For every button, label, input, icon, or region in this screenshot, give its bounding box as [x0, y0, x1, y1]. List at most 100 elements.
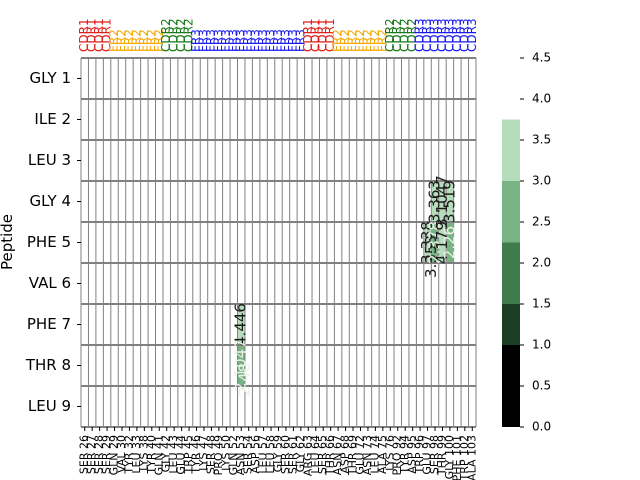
column-tick-label: THR 69: [346, 435, 359, 476]
column-tick-label: ASN 73: [361, 435, 374, 475]
heatmap-cell: [238, 345, 245, 386]
column-tick-label: ALA 75: [376, 435, 389, 474]
column-region-label: FR3: [241, 29, 255, 52]
cell-value-label: 3.338: [418, 221, 436, 264]
column-tick-label: TYR 40: [145, 435, 158, 475]
heatmap-cell: [238, 304, 245, 345]
colorbar-tick-label: 0.5: [532, 379, 551, 393]
column-tick-label: PRO 49: [212, 435, 225, 475]
row-tick-label: THR 8: [25, 356, 71, 374]
column-region-label: CDR2: [167, 18, 181, 52]
column-region-label: FR2: [107, 29, 121, 52]
column-region-label: FR2: [144, 29, 158, 52]
row-tick-label: LEU 3: [28, 151, 71, 169]
column-region-label: CDR1: [77, 18, 91, 52]
column-region-label: CDR3: [450, 18, 464, 52]
column-region-label: CDR1: [85, 18, 99, 52]
column-region-label: FR3: [256, 29, 270, 52]
plot-background: [81, 58, 476, 427]
column-tick-label: LEU 74: [368, 435, 381, 474]
column-tick-label: GLY 100: [443, 435, 456, 479]
column-tick-label: SER 28: [93, 435, 106, 474]
column-region-label: FR2: [137, 29, 151, 52]
row-tick-label: GLY 1: [30, 69, 71, 87]
y-axis-label: Peptide: [0, 214, 16, 270]
cell-value-label: 2.378: [426, 221, 444, 264]
column-tick-label: GLU 44: [175, 435, 188, 475]
column-tick-label: TRP 96: [413, 435, 426, 475]
column-tick-label: LEU 33: [130, 435, 143, 474]
column-tick-label: TYR 94: [398, 435, 411, 475]
column-tick-label: PRO 92: [391, 435, 404, 475]
cell-value-label: 4.179: [433, 221, 451, 264]
column-tick-label: LYS 38: [137, 435, 150, 471]
column-region-label: CDR3: [465, 18, 479, 52]
column-tick-label: ASP 56: [249, 435, 262, 474]
heatmap-cell: [431, 181, 439, 222]
column-tick-label: LEU 43: [167, 435, 180, 474]
colorbar-band: [502, 242, 520, 304]
cell-value-label: 3.363: [426, 180, 444, 223]
column-region-labels: CDR1CDR1CDR1CDR1FR2FR2FR2FR2FR2FR2FR2CDR…: [77, 18, 479, 52]
column-region-label: FR3: [293, 29, 307, 52]
column-tick-label: SER 48: [204, 435, 217, 474]
column-region-label: CDR1: [308, 18, 322, 52]
column-tick-label: LEU 64: [309, 435, 322, 474]
column-tick-label: TYR 46: [190, 435, 203, 475]
column-region-label: FR2: [129, 29, 143, 52]
column-tick-label: LYS 76: [383, 435, 396, 471]
colorbar-tick-label: 4.5: [532, 51, 551, 65]
column-tick-label: GLY 42: [160, 435, 173, 472]
column-tick-label: SER 27: [85, 435, 98, 474]
colorbar-band: [502, 304, 520, 345]
column-tick-label: SER 65: [316, 435, 329, 474]
column-region-label: FR2: [346, 29, 360, 52]
column-region-label: CDR2: [398, 18, 412, 52]
heatmap-cell: [439, 181, 446, 222]
column-tick-label: THR 99: [436, 435, 449, 476]
column-tick-label: PHE 101: [450, 435, 463, 480]
column-region-label: CDR2: [159, 18, 173, 52]
column-tick-label: LYS 47: [197, 435, 210, 471]
column-tick-label: SER 26: [78, 435, 91, 474]
column-tick-label: THR 66: [324, 435, 337, 476]
column-tick-label: SER 98: [428, 435, 441, 474]
cell-value-label: 2.26: [440, 226, 458, 259]
cell-value-label: 4.446: [232, 303, 250, 346]
colorbar-tick-label: 0.0: [532, 420, 551, 434]
column-tick-label: TYR 32: [122, 435, 135, 475]
column-tick-label: GLY 62: [294, 435, 307, 472]
row-tick-label: LEU 9: [28, 397, 71, 415]
column-region-label: FR3: [249, 29, 263, 52]
colorbar-tick-label: 4.0: [532, 92, 551, 106]
column-region-label: CDR3: [442, 18, 456, 52]
column-tick-label: GLU 97: [421, 435, 434, 475]
column-tick-label: GLU 72: [354, 435, 367, 475]
column-region-label: FR2: [375, 29, 389, 52]
colorbar-band: [502, 119, 520, 181]
column-tick-label: GLN 29: [108, 435, 121, 475]
column-region-label: FR3: [271, 29, 285, 52]
column-region-label: FR3: [279, 29, 293, 52]
column-tick-label: LYS 50: [219, 435, 232, 471]
column-region-label: CDR3: [428, 18, 442, 52]
column-tick-label: ALA 103: [465, 435, 478, 480]
column-tick-label: GLY 59: [272, 435, 285, 472]
cell-value-label: 2.48: [236, 363, 254, 396]
column-tick-label: SER 60: [279, 435, 292, 474]
colorbar: [502, 119, 520, 427]
cell-value-label: 3.519: [440, 180, 458, 223]
column-region-label: CDR2: [383, 18, 397, 52]
colorbar-ticks: 0.0 0.5 1.0 1.5 2.0 2.5 3.0 3.5 4.0 4.5: [520, 51, 551, 434]
column-tick-label: SER 61: [286, 435, 299, 474]
column-region-label: CDR1: [100, 18, 114, 52]
colorbar-band: [502, 181, 520, 243]
column-region-label: FR3: [211, 29, 225, 52]
column-region-label: CDR2: [174, 18, 188, 52]
column-tick-label: ARG 63: [301, 435, 314, 476]
column-region-label: CDR1: [92, 18, 106, 52]
row-tick-label: PHE 5: [27, 233, 71, 251]
column-region-label: FR2: [338, 29, 352, 52]
